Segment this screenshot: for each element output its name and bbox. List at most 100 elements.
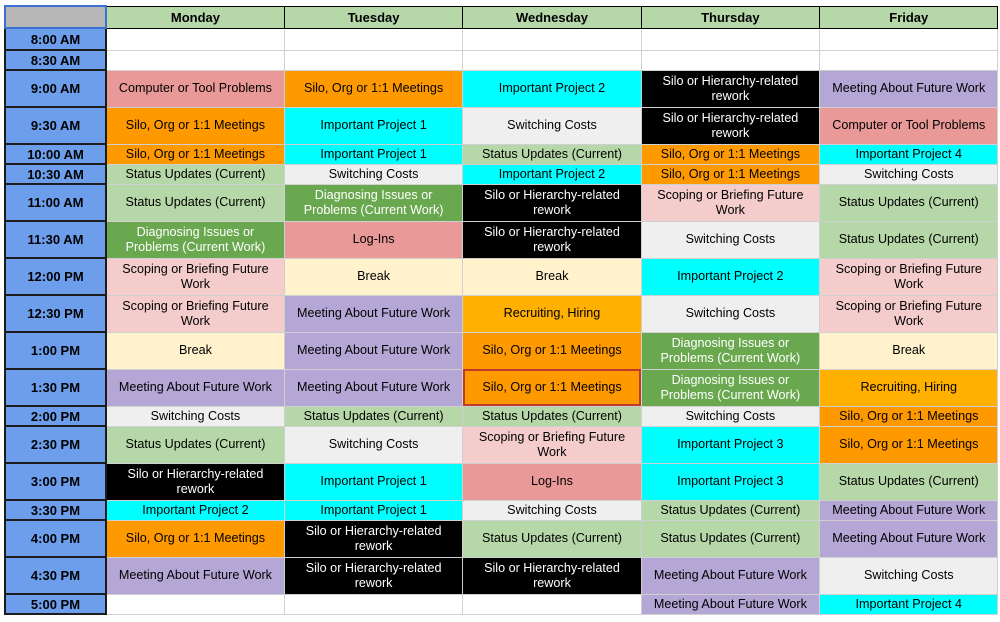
schedule-cell-friday[interactable]: Important Project 4: [819, 143, 999, 165]
schedule-cell-thursday[interactable]: Important Project 2: [640, 257, 821, 296]
schedule-cell-monday[interactable]: Meeting About Future Work: [105, 368, 285, 407]
time-label[interactable]: 11:30 AM: [4, 220, 107, 259]
schedule-cell-friday[interactable]: Important Project 4: [819, 593, 999, 615]
schedule-cell-wednesday[interactable]: [462, 49, 642, 71]
schedule-cell-wednesday[interactable]: Status Updates (Current): [462, 405, 642, 427]
time-label[interactable]: 12:00 PM: [4, 257, 107, 296]
time-label[interactable]: 10:00 AM: [4, 143, 107, 165]
day-header-wednesday[interactable]: Wednesday: [462, 5, 642, 29]
schedule-cell-tuesday[interactable]: Meeting About Future Work: [283, 294, 464, 333]
schedule-cell-tuesday[interactable]: Switching Costs: [283, 163, 464, 185]
schedule-cell-friday[interactable]: [819, 27, 999, 51]
schedule-cell-thursday[interactable]: Meeting About Future Work: [640, 556, 821, 595]
schedule-cell-friday[interactable]: Status Updates (Current): [819, 220, 999, 259]
schedule-cell-monday[interactable]: Scoping or Briefing Future Work: [105, 257, 285, 296]
schedule-cell-monday[interactable]: Silo, Org or 1:1 Meetings: [105, 519, 285, 558]
schedule-cell-tuesday[interactable]: Switching Costs: [283, 425, 464, 464]
schedule-cell-wednesday[interactable]: Silo, Org or 1:1 Meetings: [462, 368, 642, 407]
schedule-cell-wednesday[interactable]: Status Updates (Current): [462, 143, 642, 165]
corner-cell[interactable]: [4, 5, 107, 29]
time-label[interactable]: 1:00 PM: [4, 331, 107, 370]
schedule-cell-tuesday[interactable]: Meeting About Future Work: [283, 331, 464, 370]
day-header-thursday[interactable]: Thursday: [640, 5, 821, 29]
schedule-cell-thursday[interactable]: Switching Costs: [640, 220, 821, 259]
schedule-cell-wednesday[interactable]: Silo or Hierarchy-related rework: [462, 556, 642, 595]
schedule-cell-wednesday[interactable]: Silo or Hierarchy-related rework: [462, 183, 642, 222]
schedule-cell-friday[interactable]: Status Updates (Current): [819, 183, 999, 222]
schedule-cell-tuesday[interactable]: Diagnosing Issues or Problems (Current W…: [283, 183, 464, 222]
schedule-cell-wednesday[interactable]: Log-Ins: [462, 462, 642, 501]
schedule-cell-monday[interactable]: Break: [105, 331, 285, 370]
time-label[interactable]: 4:30 PM: [4, 556, 107, 595]
time-label[interactable]: 5:00 PM: [4, 593, 107, 615]
time-label[interactable]: 3:30 PM: [4, 499, 107, 521]
time-label[interactable]: 9:30 AM: [4, 106, 107, 145]
schedule-cell-monday[interactable]: Diagnosing Issues or Problems (Current W…: [105, 220, 285, 259]
schedule-cell-wednesday[interactable]: [462, 27, 642, 51]
schedule-cell-tuesday[interactable]: [283, 49, 464, 71]
schedule-cell-tuesday[interactable]: Important Project 1: [283, 499, 464, 521]
schedule-cell-friday[interactable]: Meeting About Future Work: [819, 519, 999, 558]
schedule-cell-friday[interactable]: Meeting About Future Work: [819, 69, 999, 108]
schedule-cell-monday[interactable]: Computer or Tool Problems: [105, 69, 285, 108]
schedule-cell-friday[interactable]: Switching Costs: [819, 556, 999, 595]
time-label[interactable]: 4:00 PM: [4, 519, 107, 558]
time-label[interactable]: 1:30 PM: [4, 368, 107, 407]
schedule-cell-thursday[interactable]: Important Project 3: [640, 462, 821, 501]
schedule-cell-monday[interactable]: [105, 49, 285, 71]
schedule-cell-tuesday[interactable]: Meeting About Future Work: [283, 368, 464, 407]
schedule-cell-thursday[interactable]: Silo, Org or 1:1 Meetings: [640, 163, 821, 185]
schedule-cell-thursday[interactable]: [640, 27, 821, 51]
schedule-cell-monday[interactable]: Scoping or Briefing Future Work: [105, 294, 285, 333]
time-label[interactable]: 2:30 PM: [4, 425, 107, 464]
schedule-cell-wednesday[interactable]: Switching Costs: [462, 106, 642, 145]
schedule-cell-friday[interactable]: Status Updates (Current): [819, 462, 999, 501]
schedule-cell-thursday[interactable]: Switching Costs: [640, 405, 821, 427]
schedule-cell-monday[interactable]: Status Updates (Current): [105, 183, 285, 222]
schedule-cell-wednesday[interactable]: Scoping or Briefing Future Work: [462, 425, 642, 464]
schedule-cell-friday[interactable]: Silo, Org or 1:1 Meetings: [819, 405, 999, 427]
schedule-cell-tuesday[interactable]: Status Updates (Current): [283, 405, 464, 427]
schedule-cell-tuesday[interactable]: Silo or Hierarchy-related rework: [283, 556, 464, 595]
schedule-cell-friday[interactable]: Break: [819, 331, 999, 370]
schedule-cell-thursday[interactable]: [640, 49, 821, 71]
time-label[interactable]: 11:00 AM: [4, 183, 107, 222]
schedule-cell-friday[interactable]: Computer or Tool Problems: [819, 106, 999, 145]
schedule-cell-tuesday[interactable]: Important Project 1: [283, 143, 464, 165]
schedule-cell-tuesday[interactable]: Important Project 1: [283, 462, 464, 501]
schedule-cell-friday[interactable]: [819, 49, 999, 71]
schedule-cell-monday[interactable]: Silo, Org or 1:1 Meetings: [105, 143, 285, 165]
schedule-cell-monday[interactable]: [105, 27, 285, 51]
schedule-cell-tuesday[interactable]: Silo, Org or 1:1 Meetings: [283, 69, 464, 108]
schedule-cell-thursday[interactable]: Diagnosing Issues or Problems (Current W…: [640, 331, 821, 370]
schedule-cell-thursday[interactable]: Diagnosing Issues or Problems (Current W…: [640, 368, 821, 407]
schedule-cell-tuesday[interactable]: Log-Ins: [283, 220, 464, 259]
schedule-cell-monday[interactable]: Silo, Org or 1:1 Meetings: [105, 106, 285, 145]
schedule-cell-thursday[interactable]: Status Updates (Current): [640, 519, 821, 558]
day-header-tuesday[interactable]: Tuesday: [283, 5, 464, 29]
schedule-cell-monday[interactable]: [105, 593, 285, 615]
schedule-cell-friday[interactable]: Meeting About Future Work: [819, 499, 999, 521]
schedule-cell-tuesday[interactable]: Important Project 1: [283, 106, 464, 145]
schedule-cell-thursday[interactable]: Switching Costs: [640, 294, 821, 333]
schedule-cell-wednesday[interactable]: Switching Costs: [462, 499, 642, 521]
time-label[interactable]: 12:30 PM: [4, 294, 107, 333]
schedule-cell-thursday[interactable]: Scoping or Briefing Future Work: [640, 183, 821, 222]
schedule-cell-tuesday[interactable]: Break: [283, 257, 464, 296]
schedule-cell-wednesday[interactable]: Recruiting, Hiring: [462, 294, 642, 333]
schedule-cell-monday[interactable]: Silo or Hierarchy-related rework: [105, 462, 285, 501]
schedule-cell-tuesday[interactable]: [283, 593, 464, 615]
time-label[interactable]: 10:30 AM: [4, 163, 107, 185]
schedule-cell-friday[interactable]: Recruiting, Hiring: [819, 368, 999, 407]
schedule-cell-wednesday[interactable]: Status Updates (Current): [462, 519, 642, 558]
schedule-cell-friday[interactable]: Scoping or Briefing Future Work: [819, 257, 999, 296]
schedule-cell-friday[interactable]: Switching Costs: [819, 163, 999, 185]
schedule-cell-thursday[interactable]: Silo or Hierarchy-related rework: [640, 69, 821, 108]
schedule-cell-monday[interactable]: Important Project 2: [105, 499, 285, 521]
time-label[interactable]: 9:00 AM: [4, 69, 107, 108]
schedule-cell-thursday[interactable]: Meeting About Future Work: [640, 593, 821, 615]
schedule-cell-thursday[interactable]: Silo or Hierarchy-related rework: [640, 106, 821, 145]
time-label[interactable]: 3:00 PM: [4, 462, 107, 501]
schedule-cell-monday[interactable]: Status Updates (Current): [105, 163, 285, 185]
schedule-cell-wednesday[interactable]: Silo, Org or 1:1 Meetings: [462, 331, 642, 370]
